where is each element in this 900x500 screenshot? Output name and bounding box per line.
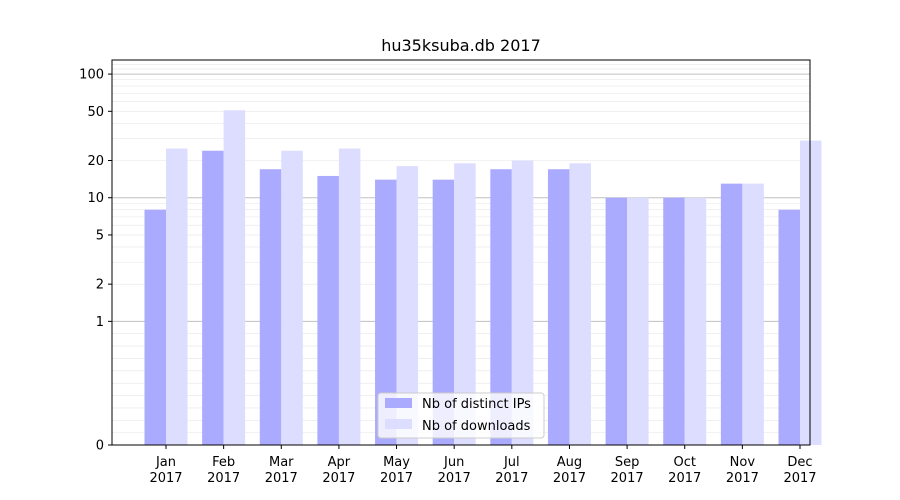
y-tick-label: 2 [96, 278, 104, 293]
bar-distinct-ips [605, 197, 628, 445]
bar-downloads [166, 148, 188, 445]
x-tick-label-month: Oct [673, 455, 695, 470]
y-tick-label: 20 [87, 154, 104, 169]
x-tick-label-year: 2017 [783, 471, 816, 486]
bar-distinct-ips [317, 175, 339, 445]
legend-swatch-distinct-ips [385, 398, 412, 408]
x-tick-label-year: 2017 [265, 471, 298, 486]
plot-frame [111, 59, 811, 446]
x-tick-label-year: 2017 [207, 471, 240, 486]
x-tick-label-month: Jun [443, 455, 464, 470]
x-tick-label-month: Dec [787, 455, 812, 470]
bar-downloads [569, 163, 591, 445]
y-tick-label: 50 [87, 105, 104, 120]
bar-distinct-ips [375, 179, 397, 446]
x-tick-label-month: Jan [155, 455, 176, 470]
x-axis: Jan2017Feb2017Mar2017Apr2017May2017Jun20… [149, 445, 817, 486]
bar-downloads [396, 166, 419, 445]
legend-frame [377, 392, 545, 439]
x-tick-label-year: 2017 [495, 471, 528, 486]
bar-distinct-ips [720, 183, 743, 445]
bar-distinct-ips [202, 150, 224, 445]
bar-downloads [454, 163, 476, 445]
bar-downloads [627, 197, 649, 445]
bar-distinct-ips [259, 169, 282, 445]
bar-distinct-ips [144, 209, 166, 445]
x-tick-label-year: 2017 [380, 471, 413, 486]
legend-label-downloads: Nb of downloads [422, 419, 531, 434]
x-tick-label-month: Apr [328, 455, 351, 470]
bar-downloads [800, 140, 822, 445]
x-tick-label-month: Feb [212, 455, 235, 470]
x-tick-label-month: Sep [615, 455, 640, 470]
x-tick-label-year: 2017 [611, 471, 644, 486]
legend-swatch-downloads [385, 419, 412, 429]
bar-downloads [511, 160, 534, 445]
bar-distinct-ips [663, 197, 685, 445]
x-tick-label-year: 2017 [726, 471, 759, 486]
y-tick-label: 0 [96, 439, 104, 454]
x-tick-label-year: 2017 [149, 471, 182, 486]
y-tick-label: 100 [79, 68, 104, 83]
x-tick-label-month: Jul [503, 455, 520, 470]
bar-downloads [684, 197, 707, 445]
bar-downloads [338, 148, 361, 445]
y-axis: 0 1 2 5 10 20 50 100 [79, 68, 112, 454]
legend: Nb of distinct IPs Nb of downloads [377, 392, 545, 439]
y-tick-label: 10 [87, 191, 104, 206]
bar-distinct-ips [778, 209, 800, 445]
bars [144, 110, 822, 446]
bar-distinct-ips [490, 169, 512, 445]
bar-downloads [281, 150, 303, 445]
x-tick-label-month: Aug [557, 455, 582, 470]
chart-title: hu35ksuba.db 2017 [381, 36, 541, 55]
x-tick-label-year: 2017 [322, 471, 355, 486]
bar-distinct-ips [547, 169, 570, 445]
y-tick-label: 5 [96, 228, 104, 243]
bar-distinct-ips [432, 179, 455, 446]
x-tick-label-month: Mar [269, 455, 294, 470]
x-tick-label-year: 2017 [668, 471, 701, 486]
bar-downloads [742, 183, 764, 445]
legend-label-distinct-ips: Nb of distinct IPs [422, 397, 531, 412]
x-tick-label-year: 2017 [553, 471, 586, 486]
x-tick-label-month: May [383, 455, 410, 470]
bar-downloads [223, 110, 246, 445]
x-tick-label-month: Nov [730, 455, 756, 470]
y-tick-label: 1 [96, 315, 104, 330]
x-tick-label-year: 2017 [438, 471, 471, 486]
